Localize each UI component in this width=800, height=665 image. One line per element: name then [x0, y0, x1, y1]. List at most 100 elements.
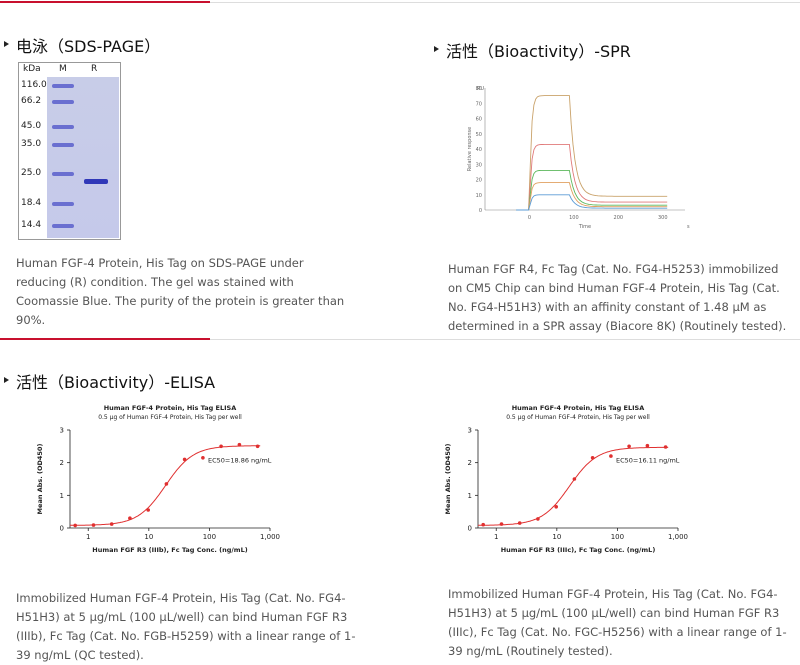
- sds-page-title: 电泳（SDS-PAGE）: [16, 37, 161, 56]
- gel-marker-band: [52, 125, 74, 129]
- spr-x-tick-label: 0: [528, 215, 531, 221]
- gel-sample-band: [84, 179, 108, 184]
- spr-y-tick-label: 40: [476, 147, 482, 153]
- elisa-data-point: [499, 522, 504, 526]
- gel-marker-band: [52, 143, 74, 147]
- gel-marker-label: 35.0: [21, 139, 42, 149]
- elisa-data-point: [663, 445, 668, 449]
- elisa-y-tick-label: 2: [468, 459, 472, 467]
- top-rule: [0, 0, 800, 4]
- elisa-data-point: [237, 442, 242, 447]
- spr-y-tick-label: 0: [479, 208, 482, 214]
- elisa-data-point: [164, 482, 169, 486]
- elisa-x-axis-label: Human FGF R3 (IIIc), Fc Tag Conc. (ng/mL…: [501, 546, 656, 554]
- elisa-chart-title: Human FGF-4 Protein, His Tag ELISA: [104, 404, 237, 412]
- spr-x-axis-label: Time: [578, 224, 591, 230]
- gel-header-m: M: [59, 64, 67, 74]
- elisa-chart-subtitle: 0.5 μg of Human FGF-4 Protein, His Tag p…: [98, 414, 242, 421]
- gel-marker-band: [52, 172, 74, 176]
- elisa-title: 活性（Bioactivity）-ELISA: [16, 373, 216, 392]
- elisa-x-tick-label: 10: [144, 533, 153, 541]
- elisa-y-axis-label: Mean Abs. (OD450): [36, 444, 44, 515]
- elisa-fit-curve: [70, 445, 261, 526]
- elisa-data-point: [627, 444, 631, 449]
- elisa-chart-title: Human FGF-4 Protein, His Tag ELISA: [512, 404, 645, 412]
- elisa-data-point: [590, 456, 595, 460]
- gel-marker-band: [52, 224, 74, 228]
- elisa-data-point: [554, 505, 558, 509]
- spr-y-tick-label: 30: [476, 162, 482, 168]
- elisa-fit-curve: [478, 446, 669, 526]
- bullet-icon: [4, 377, 9, 383]
- elisa-caption-iiib: Immobilized Human FGF-4 Protein, His Tag…: [16, 591, 356, 662]
- spr-sensorgram-line: [516, 143, 668, 211]
- elisa-y-tick-label: 0: [468, 525, 472, 533]
- elisa-data-point: [255, 444, 260, 449]
- elisa-data-point: [645, 443, 650, 448]
- spr-sensorgram-line: [516, 194, 668, 211]
- elisa-data-point: [481, 522, 485, 527]
- elisa-x-tick-label: 10: [552, 533, 561, 541]
- spr-x-tick-label: 300: [658, 215, 668, 221]
- spr-y-tick-label: 20: [476, 178, 482, 184]
- elisa-data-point: [609, 454, 613, 458]
- elisa-y-tick-label: 0: [60, 525, 64, 533]
- gel-marker-band: [52, 202, 74, 206]
- elisa-x-tick-label: 1: [494, 533, 498, 541]
- elisa-data-point: [73, 523, 77, 528]
- elisa-chart-iiib: Human FGF-4 Protein, His Tag ELISA 0.5 μg…: [36, 404, 280, 554]
- spr-y-tick-label: 80: [476, 86, 482, 92]
- elisa-y-tick-label: 3: [468, 427, 472, 435]
- elisa-x-tick-label: 1: [86, 533, 90, 541]
- elisa-caption-iiic: Immobilized Human FGF-4 Protein, His Tag…: [448, 587, 787, 658]
- spr-y-axis-label: Relative response: [467, 127, 473, 171]
- bullet-icon: [4, 41, 9, 47]
- sds-gel-image: kDa M R 116.0 66.2 45.0 35.0 25.0 18.4 14.4: [18, 62, 121, 240]
- sds-caption: Human FGF-4 Protein, His Tag on SDS-PAGE…: [16, 256, 345, 327]
- elisa-y-tick-label: 1: [468, 492, 472, 500]
- spr-x-unit: s: [687, 224, 690, 230]
- gel-marker-label: 14.4: [21, 220, 42, 230]
- gel-marker-band: [52, 84, 74, 88]
- spr-y-tick-label: 60: [476, 117, 482, 123]
- elisa-data-point: [91, 523, 96, 527]
- elisa-x-tick-label: 1,000: [668, 533, 688, 541]
- elisa-y-tick-label: 3: [60, 427, 64, 435]
- elisa-y-tick-label: 1: [60, 492, 64, 500]
- bullet-icon: [434, 46, 439, 52]
- spr-title: 活性（Bioactivity）-SPR: [446, 42, 631, 61]
- elisa-data-point: [109, 522, 114, 526]
- elisa-chart-iiic: Human FGF-4 Protein, His Tag ELISA 0.5 μg…: [444, 404, 688, 554]
- elisa-ec50-annotation: EC50=18.86 ng/mL: [208, 457, 272, 465]
- spr-chart: 0 10 20 30 40 50 60 70 80 0 100 200 300 Time s RU Relati…: [467, 86, 690, 230]
- elisa-data-point: [517, 521, 522, 525]
- gel-marker-band: [52, 100, 74, 104]
- elisa-data-point: [572, 477, 577, 481]
- spr-y-tick-label: 10: [476, 193, 482, 199]
- spr-x-tick-label: 100: [569, 215, 579, 221]
- gel-marker-label: 18.4: [21, 198, 42, 208]
- spr-y-unit: RU: [477, 86, 484, 92]
- spr-y-tick-label: 50: [476, 132, 482, 138]
- spr-x-tick-label: 200: [614, 215, 624, 221]
- gel-marker-label: 45.0: [21, 121, 42, 131]
- elisa-data-point: [201, 456, 205, 460]
- elisa-x-axis-label: Human FGF R3 (IIIb), Fc Tag Conc. (ng/mL…: [92, 546, 247, 554]
- spr-sensorgram-line: [516, 95, 668, 211]
- spr-sensorgram-line: [516, 169, 668, 211]
- gel-header-kda: kDa: [23, 64, 41, 74]
- elisa-data-point: [146, 508, 150, 512]
- gel-marker-label: 25.0: [21, 168, 42, 178]
- elisa-x-tick-label: 1,000: [260, 533, 280, 541]
- gel-marker-label: 66.2: [21, 96, 42, 106]
- elisa-y-tick-label: 2: [60, 459, 64, 467]
- elisa-y-axis-label: Mean Abs. (OD450): [444, 444, 452, 515]
- elisa-chart-subtitle: 0.5 μg of Human FGF-4 Protein, His Tag p…: [506, 414, 650, 421]
- elisa-x-tick-label: 100: [203, 533, 216, 541]
- spr-y-tick-label: 70: [476, 101, 482, 107]
- gel-header-r: R: [91, 64, 98, 74]
- elisa-data-point: [536, 517, 540, 521]
- elisa-x-tick-label: 100: [611, 533, 624, 541]
- spr-sensorgram-line: [516, 182, 668, 211]
- elisa-ec50-annotation: EC50=16.11 ng/mL: [616, 457, 680, 465]
